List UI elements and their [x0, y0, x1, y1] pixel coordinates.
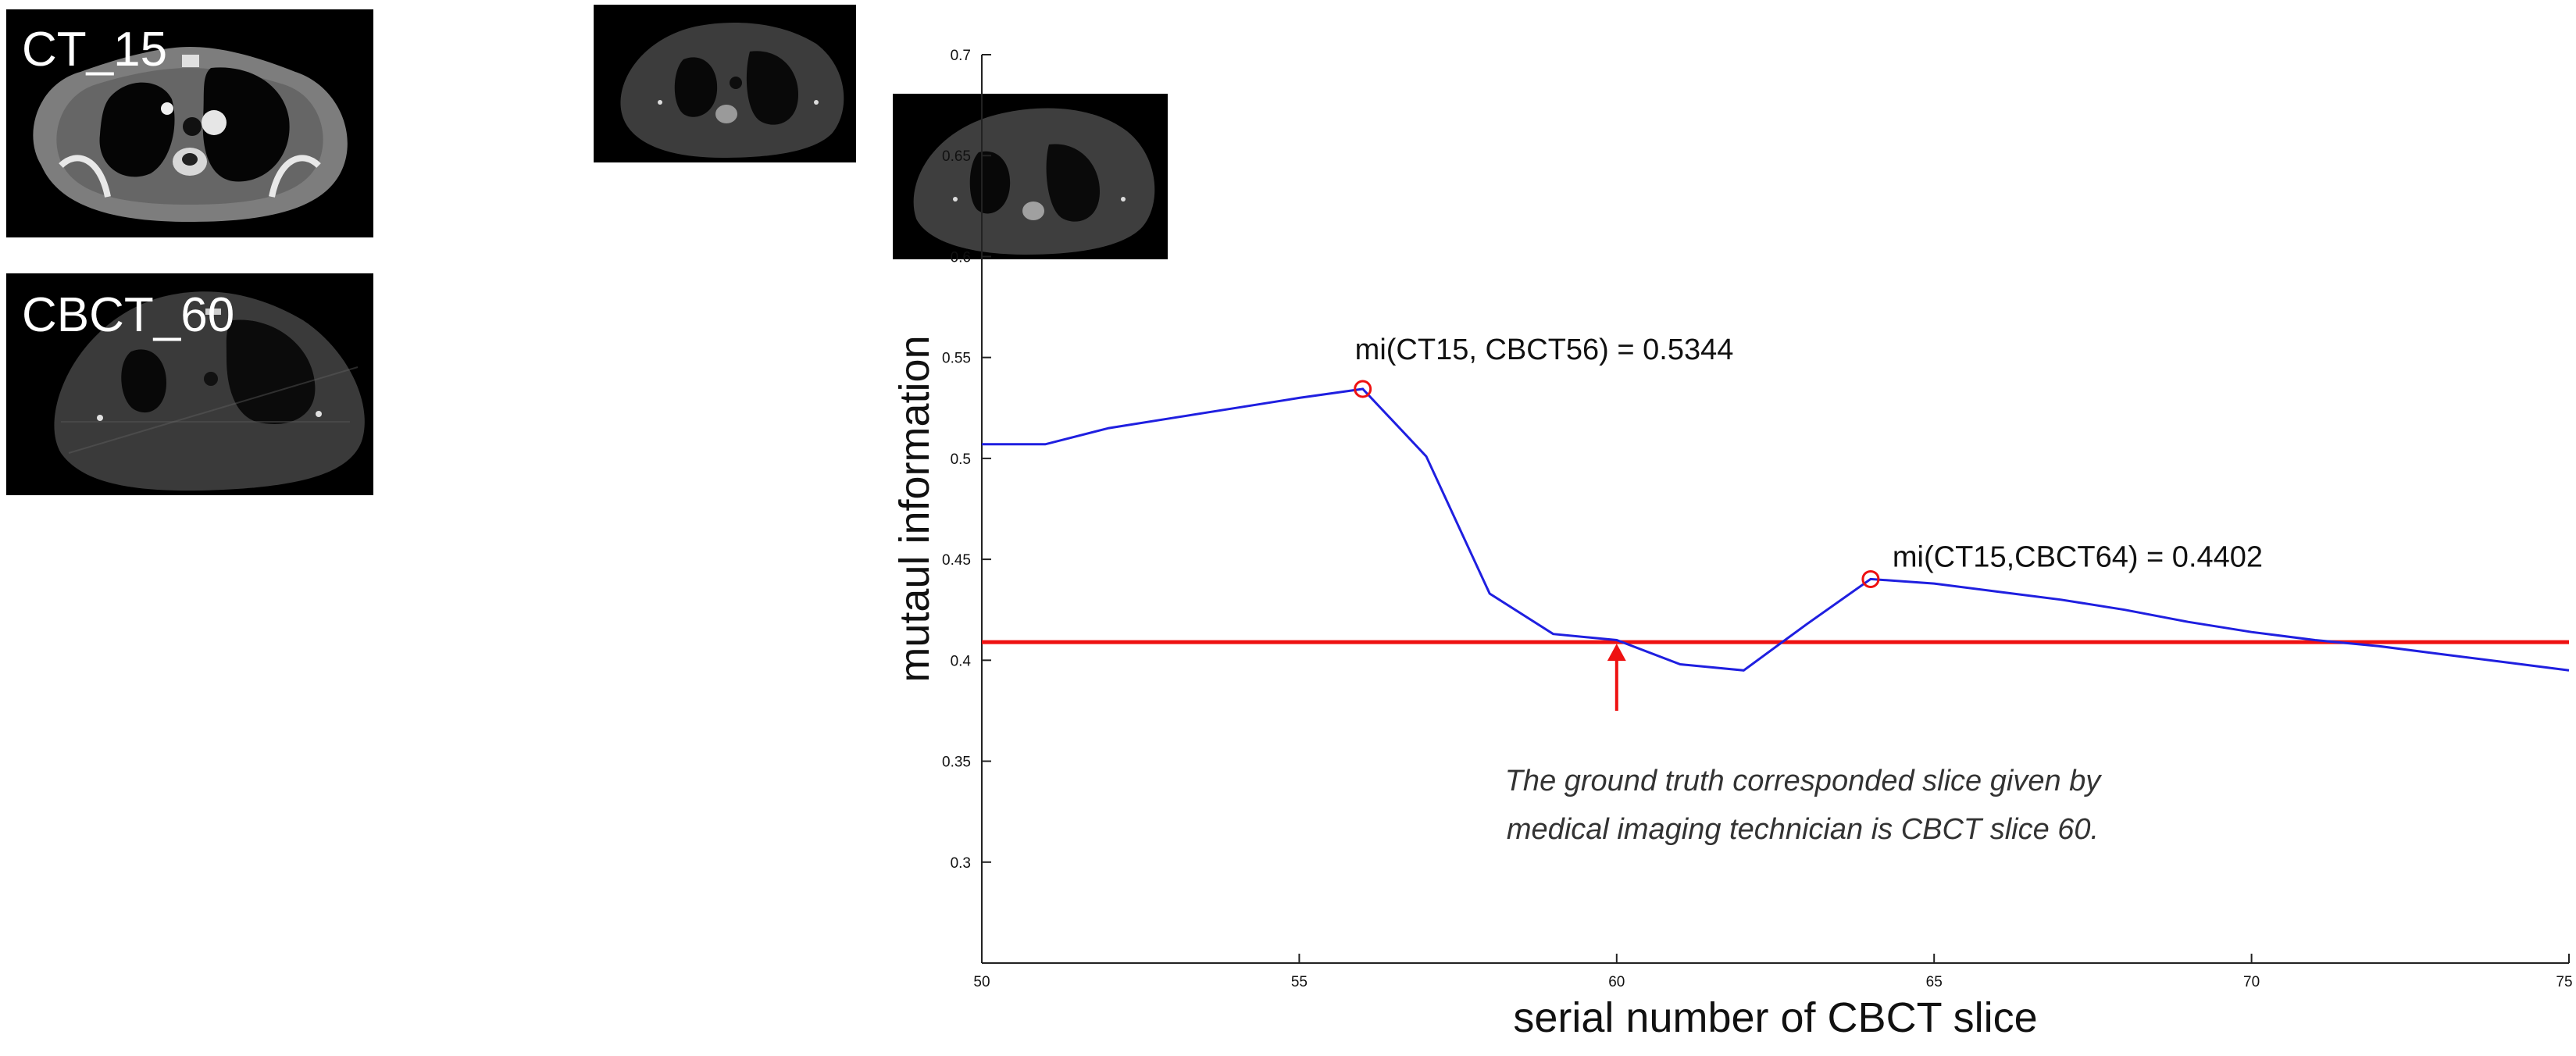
- y-tick-label: 0.35: [942, 755, 971, 771]
- y-tick-label: 0.3: [951, 855, 971, 872]
- x-axis-title: serial number of CBCT slice: [1513, 994, 2037, 1041]
- x-tick-label: 65: [1926, 974, 1943, 990]
- y-tick-label: 0.5: [951, 451, 971, 468]
- y-tick-label: 0.6: [951, 249, 971, 266]
- y-tick-label: 0.45: [942, 552, 971, 569]
- ct-scan-image: CT_15: [6, 9, 373, 237]
- ct-image-label: CT_15: [22, 23, 168, 77]
- ground-truth-arrow: [1607, 644, 1626, 711]
- x-tick-label: 50: [973, 974, 990, 990]
- ground-truth-note-line-1: The ground truth corresponded slice give…: [1505, 765, 2103, 797]
- ground-truth-note-line-2: medical imaging technician is CBCT slice…: [1507, 813, 2099, 846]
- y-tick-label: 0.55: [942, 351, 971, 367]
- peak-annotation-label: mi(CT15,CBCT64) = 0.4402: [1893, 540, 2263, 573]
- mi-series-line: [982, 387, 2570, 672]
- cbct-image-label: CBCT_60: [22, 288, 235, 342]
- y-tick-label: 0.4: [951, 653, 972, 669]
- peak-markers: mi(CT15, CBCT56) = 0.5344 mi(CT15,CBCT64)…: [1354, 334, 2263, 588]
- x-tick-label: 60: [1608, 974, 1625, 990]
- cbct-scan-image: CBCT_60: [6, 273, 373, 495]
- peak-marker-circle: [1354, 380, 1372, 398]
- arrow-head: [1607, 644, 1626, 662]
- peak-annotation-label: mi(CT15, CBCT56) = 0.5344: [1355, 334, 1734, 366]
- chart-axes: [981, 55, 2569, 964]
- x-tick-label: 70: [2243, 974, 2260, 990]
- x-tick-label: 55: [1291, 974, 1308, 990]
- cbct-slice-56-image: [594, 5, 856, 162]
- peak-marker-circle: [1861, 569, 1880, 588]
- chart-ticks: 50 55 60 65 70 75 0.3 0.35 0.4 0.45 0.5 0.55 0.6 0.65…: [942, 48, 2573, 990]
- cbct-slice-64-image: [893, 94, 1168, 259]
- y-axis-title: mutaul information: [891, 335, 938, 682]
- y-tick-label: 0.7: [951, 48, 971, 64]
- y-tick-label: 0.65: [942, 148, 971, 165]
- x-tick-label: 75: [2556, 974, 2572, 990]
